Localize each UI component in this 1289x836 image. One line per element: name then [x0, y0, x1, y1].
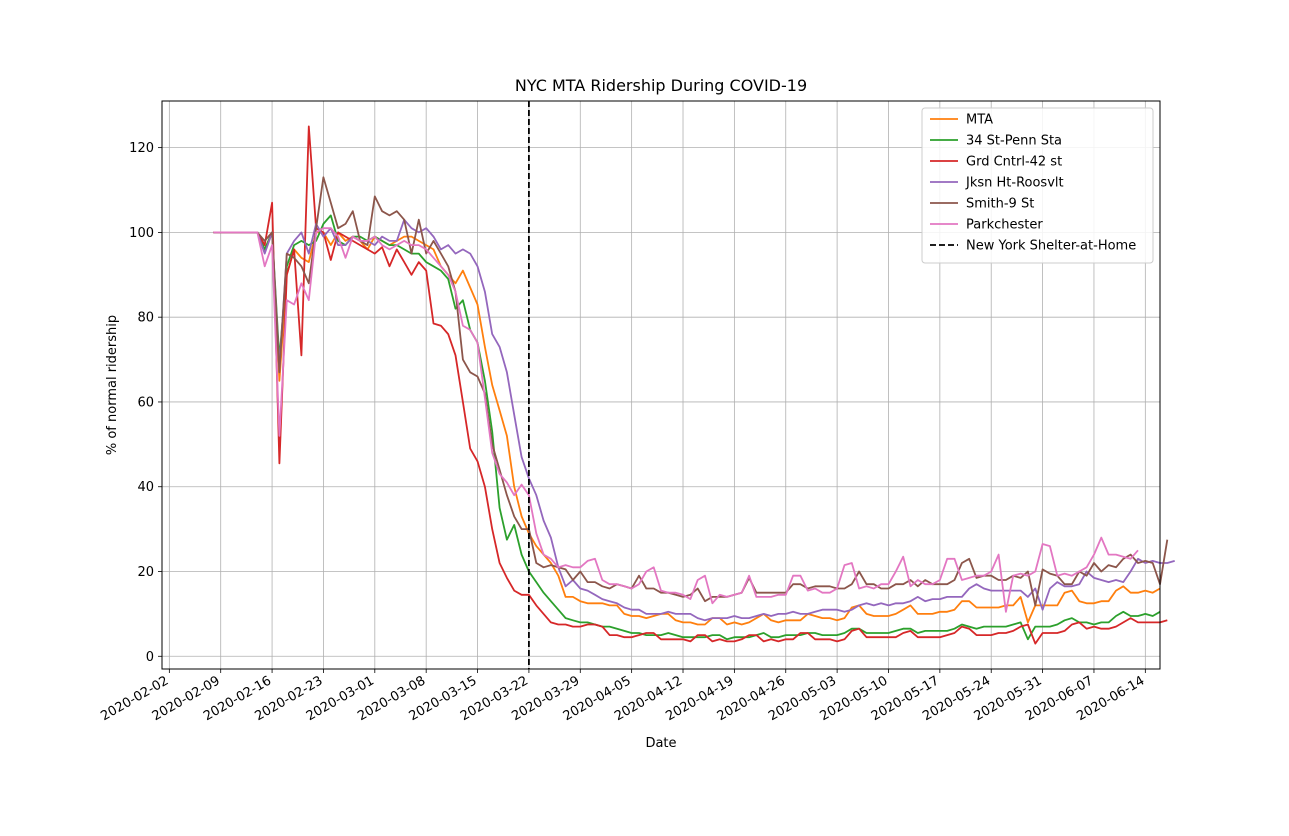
legend-label: Smith-9 St: [966, 197, 1034, 212]
y-tick-label: 20: [137, 565, 154, 580]
legend: MTA 34 St-Penn Sta Grd Cntrl-42 st Jksn Ht-…: [921, 107, 1154, 264]
legend-label: Jksn Ht-Roosvlt: [965, 176, 1064, 191]
y-tick-label: 60: [137, 395, 154, 410]
y-tick-label: 120: [129, 141, 154, 156]
chart-title: NYC MTA Ridership During COVID-19: [515, 76, 807, 95]
plot-frame: [161, 100, 1161, 670]
legend-label: Grd Cntrl-42 st: [966, 155, 1062, 170]
legend-label: Parkchester: [966, 218, 1043, 233]
legend-label: MTA: [966, 113, 993, 128]
series-line-jksn-ht-roosvlt: [213, 218, 1175, 622]
legend-box: [921, 107, 1154, 264]
y-tick-label: 0: [146, 650, 154, 665]
y-axis-label: % of normal ridership: [105, 315, 120, 455]
y-tick-label: 100: [129, 226, 154, 241]
series-line-grd-cntrl-42-st: [213, 125, 1168, 645]
legend-label: New York Shelter-at-Home: [966, 239, 1136, 254]
y-tick-label: 80: [137, 311, 154, 326]
x-axis-label: Date: [645, 736, 676, 751]
legend-label: 34 St-Penn Sta: [966, 134, 1062, 149]
y-tick-label: 40: [137, 480, 154, 495]
y-axis-ticks: 0 20 40 60 80 100 120: [129, 141, 162, 665]
series-line-smith-9-st: [213, 176, 1169, 607]
series-lines: [213, 125, 1175, 645]
x-axis-ticks: 2020-02-022020-02-092020-02-162020-02-23…: [98, 669, 1147, 724]
series-line-parkchester: [213, 227, 1139, 613]
